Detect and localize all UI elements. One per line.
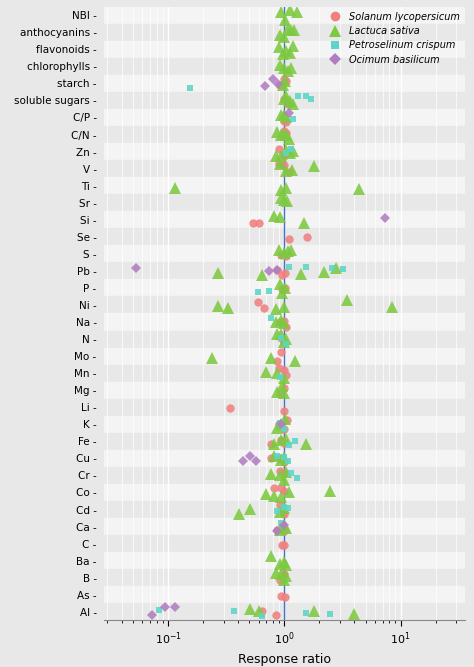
Bar bbox=[104, 7, 465, 24]
Bar bbox=[104, 331, 465, 348]
Bar bbox=[104, 160, 465, 177]
Bar bbox=[104, 467, 465, 484]
Bar bbox=[104, 603, 465, 620]
Bar bbox=[104, 92, 465, 109]
Bar bbox=[104, 535, 465, 552]
Bar bbox=[104, 569, 465, 586]
Bar bbox=[104, 75, 465, 92]
Bar bbox=[104, 365, 465, 382]
Bar bbox=[104, 245, 465, 262]
Bar bbox=[104, 313, 465, 331]
Bar bbox=[104, 177, 465, 194]
Bar bbox=[104, 433, 465, 450]
Bar bbox=[104, 416, 465, 433]
Bar bbox=[104, 450, 465, 467]
Bar bbox=[104, 24, 465, 41]
Bar bbox=[104, 58, 465, 75]
Bar bbox=[104, 109, 465, 126]
Bar bbox=[104, 211, 465, 228]
Bar bbox=[104, 194, 465, 211]
Bar bbox=[104, 348, 465, 365]
Bar bbox=[104, 228, 465, 245]
X-axis label: Response ratio: Response ratio bbox=[238, 653, 331, 666]
Bar bbox=[104, 518, 465, 535]
Bar bbox=[104, 501, 465, 518]
Bar bbox=[104, 586, 465, 603]
Bar bbox=[104, 296, 465, 313]
Bar bbox=[104, 279, 465, 296]
Bar bbox=[104, 126, 465, 143]
Bar bbox=[104, 143, 465, 160]
Bar bbox=[104, 41, 465, 58]
Bar bbox=[104, 484, 465, 501]
Bar bbox=[104, 382, 465, 399]
Bar bbox=[104, 552, 465, 569]
Legend: Solanum lycopersicum, Lactuca sativa, Petroselinum crispum, Ocimum basilicum: Solanum lycopersicum, Lactuca sativa, Pe… bbox=[326, 11, 460, 65]
Bar bbox=[104, 262, 465, 279]
Bar bbox=[104, 399, 465, 416]
